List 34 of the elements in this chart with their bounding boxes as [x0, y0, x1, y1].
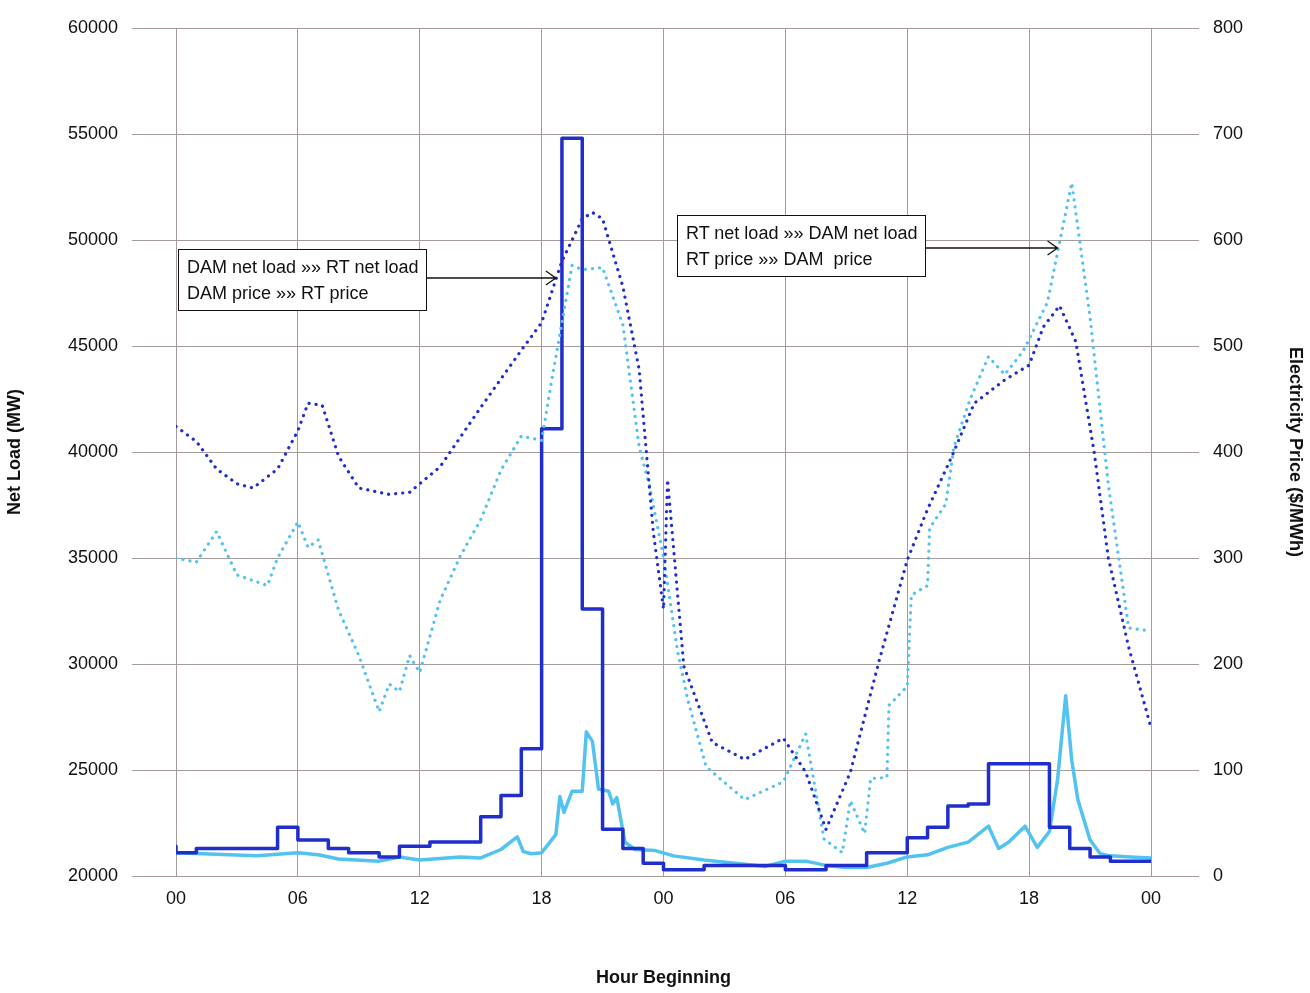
y2-tick-label: 200 [1213, 652, 1244, 673]
x-tick-label: 18 [531, 887, 552, 908]
x-tick-label: 06 [775, 887, 796, 908]
y-axis-title: Net Load (MW) [3, 389, 24, 515]
y-tick-label: 50000 [67, 228, 118, 249]
x-tick-label: 00 [1140, 887, 1162, 908]
y-tick-label: 45000 [67, 334, 118, 355]
x-tick-label: 12 [409, 887, 430, 908]
y2-tick-label: 400 [1213, 440, 1244, 461]
y-tick-label: 60000 [67, 16, 118, 37]
x-tick-label: 06 [287, 887, 308, 908]
y-tick-label: 35000 [67, 546, 118, 567]
x-tick-label: 00 [165, 887, 187, 908]
y2-tick-label: 500 [1213, 334, 1244, 355]
y2-tick-label: 0 [1213, 864, 1224, 885]
y-tick-label: 20000 [67, 864, 118, 885]
y-tick-label: 55000 [67, 122, 118, 143]
x-tick-label: 12 [897, 887, 918, 908]
annotation: RT price »» DAM price [686, 248, 874, 271]
annotation: RT net load »» DAM net load [686, 222, 918, 245]
y2-tick-label: 700 [1213, 122, 1244, 143]
x-tick-label: 00 [653, 887, 674, 908]
x-axis-title: Hour Beginning [596, 967, 731, 988]
annotation: DAM net load »» RT net load [187, 256, 419, 279]
y-tick-label: 30000 [67, 652, 118, 673]
y2-axis-title: Electricity Price ($/MWh) [1286, 346, 1307, 558]
y2-tick-label: 300 [1213, 546, 1244, 567]
y2-tick-label: 600 [1213, 228, 1244, 249]
y-tick-label: 40000 [67, 440, 118, 461]
x-tick-label: 18 [1019, 887, 1040, 908]
y2-tick-label: 100 [1213, 758, 1244, 779]
annotation: DAM price »» RT price [187, 282, 370, 305]
y-tick-label: 25000 [67, 758, 118, 779]
y2-tick-label: 800 [1213, 16, 1244, 37]
